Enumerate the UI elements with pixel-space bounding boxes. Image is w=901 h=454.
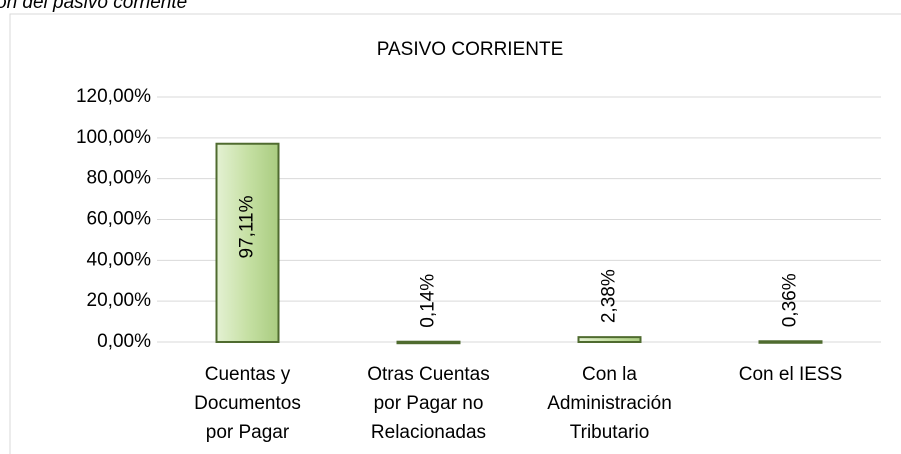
x-tick-label: Administración [547,393,672,414]
x-tick-label: Tributario [570,422,650,443]
bar [577,336,642,344]
bar [758,340,823,344]
y-tick-label: 20,00% [87,290,152,311]
y-tick-label: 60,00% [87,209,152,230]
x-tick-label: por Pagar [206,422,290,443]
y-tick-label: 80,00% [87,168,152,189]
bar [396,340,461,345]
x-tick-label: Relacionadas [371,422,486,443]
chart-title: PASIVO CORRIENTE [377,39,564,60]
x-tick-label: Otras Cuentas [367,364,490,385]
x-tick-label: Con el IESS [739,364,843,385]
value-label: 0,14% [418,274,439,328]
x-tick-label: Documentos [194,393,301,414]
y-tick-label: 120,00% [76,86,151,107]
x-tick-label: Con la [582,364,637,385]
y-tick-label: 40,00% [87,249,152,270]
value-label: 2,38% [599,269,620,323]
chart-border [9,13,901,454]
x-tick-label: por Pagar no [374,393,484,414]
bar [215,142,280,343]
y-tick-label: 100,00% [76,127,151,148]
value-label: 97,11% [237,195,258,258]
caption: ón del pasivo corriente [0,0,187,13]
value-label: 0,36% [780,273,801,327]
x-tick-label: Cuentas y [205,364,291,385]
y-tick-label: 0,00% [97,331,151,352]
